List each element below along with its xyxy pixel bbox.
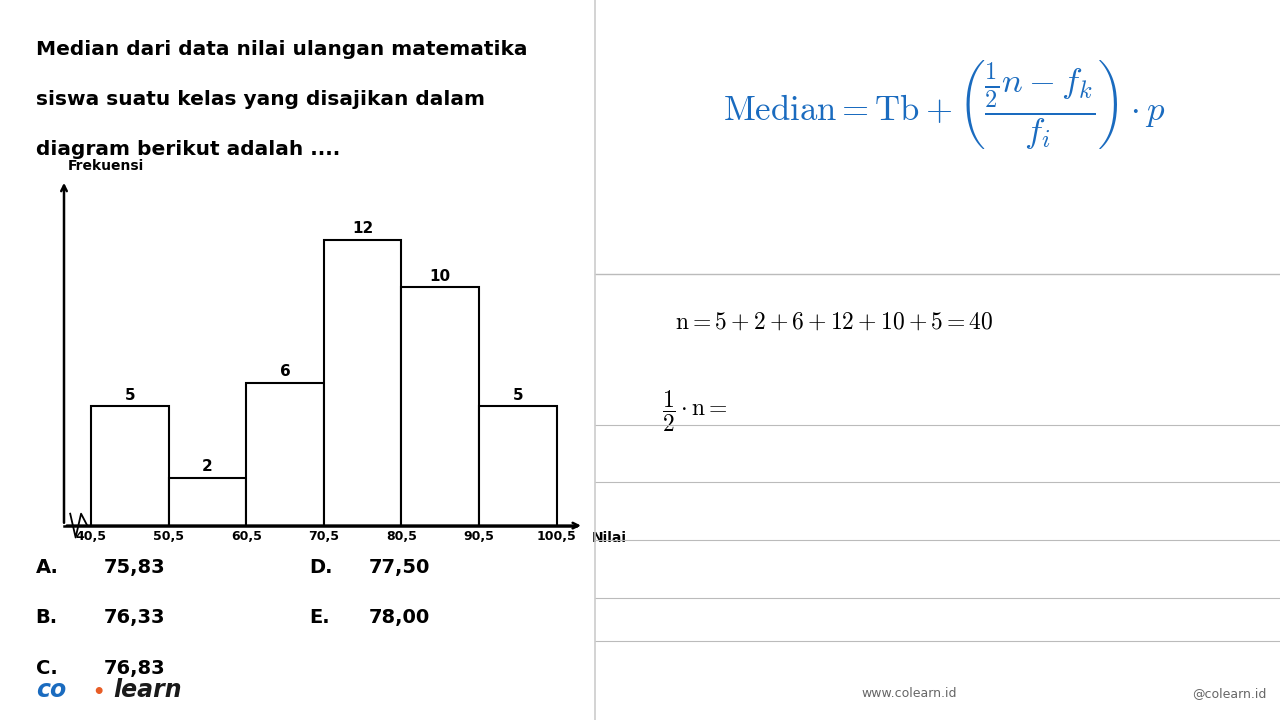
Bar: [479, 406, 557, 526]
Text: co: co: [36, 678, 67, 702]
Text: $\mathrm{n} = 5 + 2 + 6 + 12 + 10 + 5 = 40$: $\mathrm{n} = 5 + 2 + 6 + 12 + 10 + 5 = …: [676, 310, 993, 333]
Bar: [402, 287, 479, 526]
Text: C.: C.: [36, 659, 58, 678]
Text: 75,83: 75,83: [104, 558, 166, 577]
Text: diagram berikut adalah ....: diagram berikut adalah ....: [36, 140, 340, 159]
Text: siswa suatu kelas yang disajikan dalam: siswa suatu kelas yang disajikan dalam: [36, 90, 485, 109]
Text: 76,83: 76,83: [104, 659, 166, 678]
Bar: [246, 382, 324, 526]
Text: 12: 12: [352, 221, 374, 236]
Text: 77,50: 77,50: [369, 558, 430, 577]
Text: D.: D.: [310, 558, 333, 577]
Text: Nilai: Nilai: [591, 531, 626, 544]
Text: •: •: [92, 683, 105, 702]
Bar: [169, 478, 246, 526]
Bar: [324, 240, 402, 526]
Text: $\mathrm{Median} = \mathrm{Tb} + \left(\dfrac{\frac{1}{2}n-f_k}{f_i}\right) \cdo: $\mathrm{Median} = \mathrm{Tb} + \left(\…: [723, 58, 1165, 150]
Text: Frekuensi: Frekuensi: [68, 159, 145, 173]
Text: A.: A.: [36, 558, 59, 577]
Text: 2: 2: [202, 459, 212, 474]
Text: learn: learn: [113, 678, 182, 702]
Bar: [91, 406, 169, 526]
Text: @colearn.id: @colearn.id: [1192, 687, 1267, 700]
Text: Median dari data nilai ulangan matematika: Median dari data nilai ulangan matematik…: [36, 40, 527, 58]
Text: $\dfrac{1}{2} \cdot \mathrm{n} =$: $\dfrac{1}{2} \cdot \mathrm{n} =$: [662, 389, 727, 434]
Text: 10: 10: [430, 269, 451, 284]
Text: 76,33: 76,33: [104, 608, 165, 627]
Text: 5: 5: [512, 388, 524, 403]
Text: 78,00: 78,00: [369, 608, 430, 627]
Text: 6: 6: [280, 364, 291, 379]
Text: E.: E.: [310, 608, 330, 627]
Text: www.colearn.id: www.colearn.id: [861, 687, 957, 700]
Text: B.: B.: [36, 608, 58, 627]
Text: 5: 5: [124, 388, 136, 403]
